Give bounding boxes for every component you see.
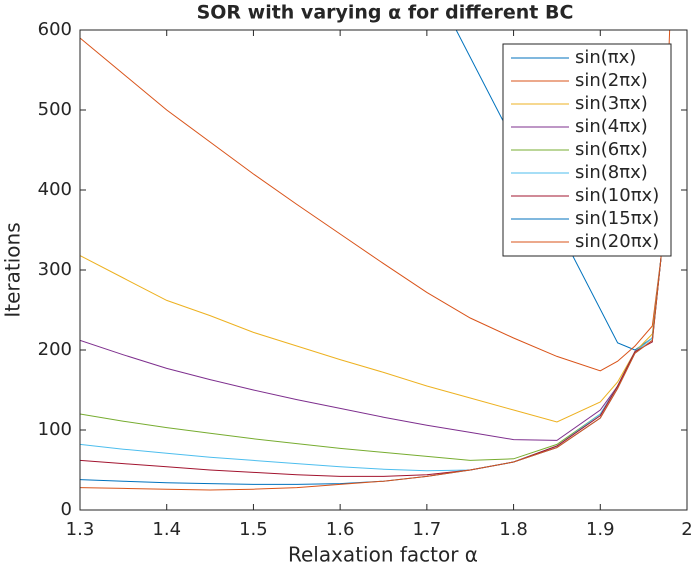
x-tick-label: 2 [681, 519, 692, 540]
series-line [80, 257, 662, 477]
legend-label: sin(3πx) [575, 93, 648, 114]
y-tick-label: 500 [38, 99, 72, 120]
y-tick-label: 600 [38, 19, 72, 40]
legend-label: sin(15πx) [575, 208, 659, 229]
x-tick-label: 1.7 [413, 519, 442, 540]
plot-lines [80, 30, 671, 491]
y-tick-label: 400 [38, 179, 72, 200]
x-tick-label: 1.3 [66, 519, 95, 540]
legend-label: sin(2πx) [575, 70, 648, 91]
legend-label: sin(20πx) [575, 231, 659, 252]
series-line [80, 30, 671, 372]
y-tick-label: 0 [61, 499, 72, 520]
legend-label: sin(8πx) [575, 162, 648, 183]
y-tick-label: 300 [38, 259, 72, 280]
x-tick-label: 1.5 [239, 519, 268, 540]
y-tick-label: 100 [38, 419, 72, 440]
legend-label: sin(10πx) [575, 185, 659, 206]
series-line [80, 257, 662, 491]
chart-title: SOR with varying α for different BC [197, 2, 574, 24]
legend-label: sin(6πx) [575, 139, 648, 160]
x-tick-label: 1.6 [326, 519, 355, 540]
series-line [80, 255, 662, 423]
y-axis-label: Iterations [1, 222, 25, 317]
x-axis-label: Relaxation factor α [288, 543, 478, 567]
x-tick-label: 1.8 [499, 519, 528, 540]
y-tick-label: 200 [38, 339, 72, 360]
legend-label: sin(πx) [575, 47, 636, 68]
x-tick-label: 1.4 [152, 519, 181, 540]
legend-label: sin(4πx) [575, 116, 648, 137]
x-tick-label: 1.9 [586, 519, 615, 540]
